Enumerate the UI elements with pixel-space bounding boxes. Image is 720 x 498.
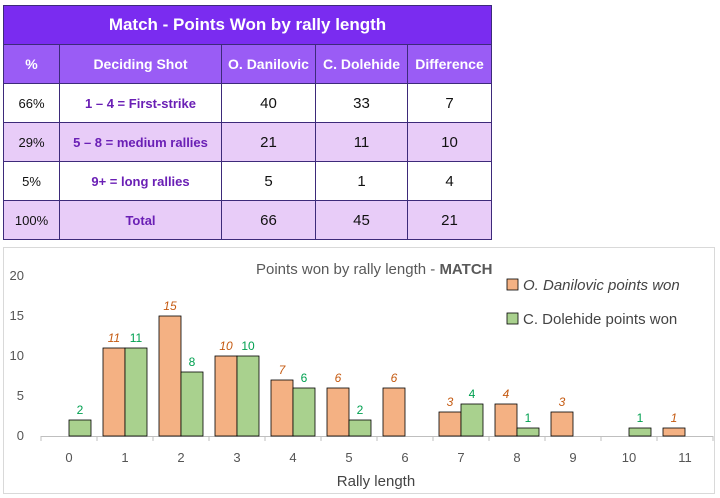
chart-title: Points won by rally length - MATCH <box>256 261 492 278</box>
table-row: 66% 1 – 4 = First-strike 40 33 7 <box>3 83 493 123</box>
cell-danilovic: 40 <box>221 83 316 123</box>
chart-title-sep: - <box>426 261 439 278</box>
data-label-danilovic: 7 <box>279 363 287 377</box>
cell-dolehide: 33 <box>315 83 408 123</box>
header-dolehide: C. Dolehide <box>315 44 408 84</box>
chart-title-main: Points won by rally length <box>256 261 426 278</box>
bar-danilovic <box>382 387 406 437</box>
x-tick-label: 7 <box>457 450 464 465</box>
legend-swatch-danilovic <box>506 278 519 291</box>
cell-label: 1 – 4 = First-strike <box>59 83 222 123</box>
x-tick-label: 0 <box>65 450 72 465</box>
rally-stats-table: Match - Points Won by rally length % Dec… <box>2 5 493 240</box>
table-title: Match - Points Won by rally length <box>2 5 493 45</box>
cell-dolehide: 1 <box>315 161 408 201</box>
x-tick-label: 10 <box>622 450 636 465</box>
cell-difference: 7 <box>406 83 493 123</box>
cell-pct: 66% <box>3 83 60 123</box>
cell-difference: 21 <box>406 200 493 240</box>
cell-danilovic: 66 <box>221 200 316 240</box>
x-tick-label: 4 <box>289 450 296 465</box>
bar-dolehide <box>68 419 92 437</box>
data-label-danilovic: 6 <box>335 371 342 385</box>
header-pct: % <box>3 44 60 84</box>
bar-danilovic <box>494 403 518 437</box>
x-axis-title: Rally length <box>337 473 415 490</box>
bar-dolehide <box>236 355 260 437</box>
data-label-danilovic: 11 <box>108 331 120 345</box>
bar-danilovic <box>158 315 182 437</box>
bar-danilovic <box>438 411 462 437</box>
chart-title-bold: MATCH <box>439 261 492 278</box>
data-label-danilovic: 3 <box>559 395 566 409</box>
data-label-danilovic: 10 <box>219 339 233 353</box>
bar-danilovic <box>550 411 574 437</box>
bar-danilovic <box>270 379 294 437</box>
y-tick-label: 5 <box>17 388 24 403</box>
table-row: 5% 9+ = long rallies 5 1 4 <box>3 161 493 201</box>
x-tick-label: 1 <box>121 450 128 465</box>
bar-dolehide <box>124 347 148 437</box>
data-label-dolehide: 10 <box>241 339 255 353</box>
bar-danilovic <box>102 347 126 437</box>
x-tick-label: 9 <box>569 450 576 465</box>
legend-label-dolehide: C. Dolehide points won <box>523 311 677 328</box>
data-label-dolehide: 8 <box>189 355 196 369</box>
bar-dolehide <box>460 403 484 437</box>
data-label-dolehide: 2 <box>77 403 84 417</box>
data-label-danilovic: 4 <box>503 387 510 401</box>
y-tick-label: 20 <box>10 268 24 283</box>
cell-label: 9+ = long rallies <box>59 161 222 201</box>
bar-dolehide <box>180 371 204 437</box>
data-label-dolehide: 6 <box>301 371 308 385</box>
data-label-dolehide: 11 <box>130 331 143 345</box>
data-label-dolehide: 2 <box>357 403 364 417</box>
cell-pct: 29% <box>3 122 60 162</box>
x-tick-label: 5 <box>345 450 352 465</box>
data-label-danilovic: 1 <box>671 411 678 425</box>
y-tick-label: 15 <box>10 308 24 323</box>
data-label-danilovic: 15 <box>163 299 177 313</box>
cell-label: 5 – 8 = medium rallies <box>59 122 222 162</box>
y-tick-label: 10 <box>10 348 24 363</box>
x-tick-label: 11 <box>678 450 692 465</box>
cell-pct: 5% <box>3 161 60 201</box>
bar-danilovic <box>662 427 686 437</box>
chart-legend: O. Danilovic points won C. Dolehide poin… <box>506 277 680 328</box>
data-label-dolehide: 1 <box>637 411 644 425</box>
cell-danilovic: 21 <box>221 122 316 162</box>
bar-dolehide <box>516 427 540 437</box>
data-label-dolehide: 4 <box>469 387 476 401</box>
bar-danilovic <box>326 387 350 437</box>
x-tick-label: 2 <box>177 450 184 465</box>
data-label-danilovic: 3 <box>447 395 454 409</box>
table-row: 100% Total 66 45 21 <box>3 200 493 240</box>
cell-dolehide: 45 <box>315 200 408 240</box>
bar-dolehide <box>628 427 652 437</box>
legend-swatch-dolehide <box>506 312 519 325</box>
header-danilovic: O. Danilovic <box>221 44 316 84</box>
x-tick-label: 8 <box>513 450 520 465</box>
legend-label-danilovic: O. Danilovic points won <box>523 277 680 294</box>
bar-danilovic <box>214 355 238 437</box>
table-row: 29% 5 – 8 = medium rallies 21 11 10 <box>3 122 493 162</box>
chart-svg: Points won by rally length - MATCH Rally… <box>10 261 714 490</box>
cell-difference: 4 <box>406 161 493 201</box>
data-label-dolehide: 1 <box>525 411 532 425</box>
bar-dolehide <box>348 419 372 437</box>
data-label-danilovic: 6 <box>391 371 398 385</box>
cell-pct: 100% <box>3 200 60 240</box>
rally-length-chart: Points won by rally length - MATCH Rally… <box>3 247 715 494</box>
x-tick-label: 6 <box>401 450 408 465</box>
cell-dolehide: 11 <box>315 122 408 162</box>
cell-label: Total <box>59 200 222 240</box>
header-difference: Difference <box>406 44 493 84</box>
header-deciding-shot: Deciding Shot <box>59 44 222 84</box>
cell-difference: 10 <box>406 122 493 162</box>
bar-dolehide <box>292 387 316 437</box>
cell-danilovic: 5 <box>221 161 316 201</box>
x-tick-label: 3 <box>233 450 240 465</box>
y-tick-label: 0 <box>17 428 24 443</box>
